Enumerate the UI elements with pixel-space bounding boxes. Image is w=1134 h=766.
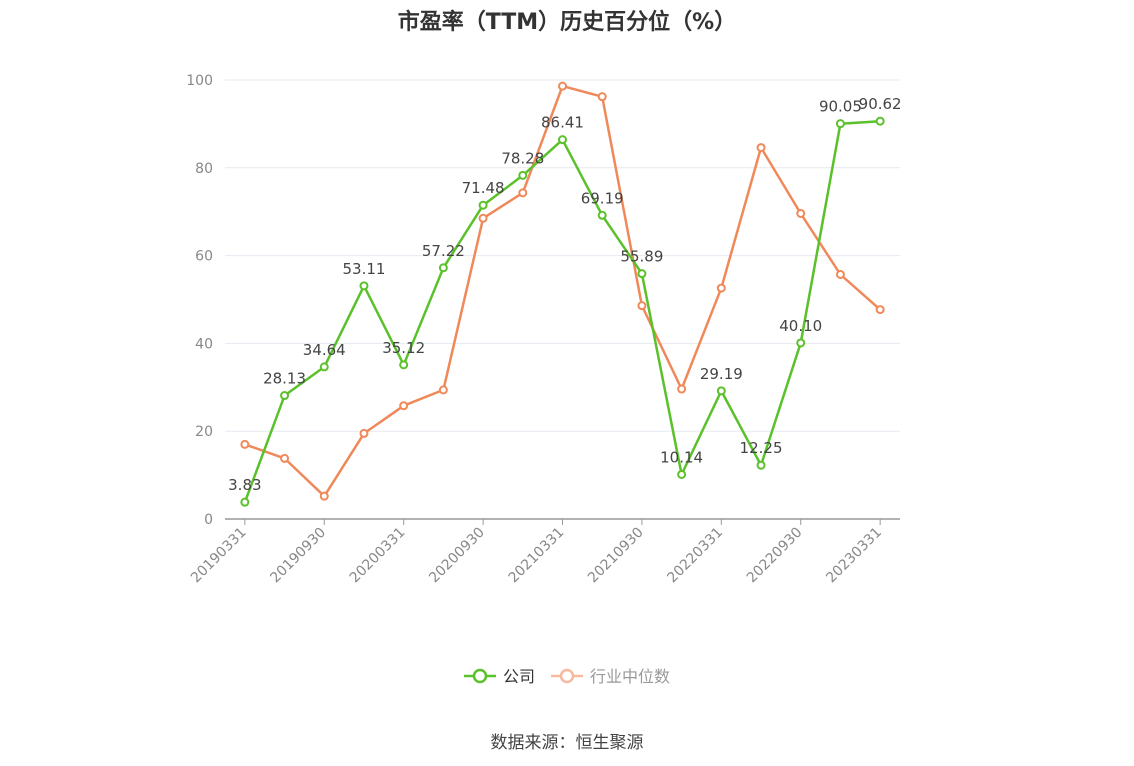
- data-point-company[interactable]: [756, 460, 766, 470]
- data-point-company[interactable]: [280, 391, 290, 401]
- data-point-industry[interactable]: [796, 208, 806, 218]
- data-label: 12.25: [740, 439, 783, 457]
- data-point-company[interactable]: [518, 170, 528, 180]
- data-label: 71.48: [462, 179, 505, 197]
- y-tick-label: 100: [186, 73, 213, 89]
- y-tick-label: 80: [195, 161, 213, 177]
- data-label: 3.83: [228, 476, 261, 494]
- grid-lines: [225, 79, 900, 432]
- data-label: 57.22: [422, 242, 465, 260]
- chart-title: 市盈率（TTM）历史百分位（%）: [397, 10, 737, 35]
- data-point-industry[interactable]: [518, 188, 528, 198]
- data-point-industry[interactable]: [319, 491, 329, 501]
- data-point-industry[interactable]: [756, 143, 766, 153]
- data-point-industry[interactable]: [359, 428, 369, 438]
- data-source: 数据来源：恒生聚源: [490, 733, 644, 753]
- data-point-company[interactable]: [240, 497, 250, 507]
- y-tick-label: 20: [195, 424, 213, 440]
- series-line-industry: [244, 84, 881, 498]
- legend-item-company[interactable]: 公司: [464, 667, 535, 686]
- x-tick-label: 20190930: [267, 525, 329, 587]
- series-line-company: [243, 119, 881, 503]
- data-point-industry[interactable]: [280, 453, 290, 463]
- x-tick-label: 20210331: [506, 525, 568, 587]
- data-point-industry[interactable]: [240, 439, 250, 449]
- y-tick-label: 0: [204, 512, 213, 528]
- data-labels: 3.83 28.13 34.64 53.11 35.12 57.22 71.48 78.28 8…: [228, 95, 901, 494]
- data-point-company[interactable]: [677, 469, 687, 479]
- data-label: 55.89: [620, 248, 663, 266]
- x-tick-label: 20190331: [188, 525, 250, 587]
- data-point-industry[interactable]: [597, 92, 607, 102]
- data-point-industry[interactable]: [558, 81, 567, 91]
- data-label: 86.41: [541, 114, 584, 132]
- data-label: 28.13: [263, 370, 306, 388]
- data-point-company[interactable]: [796, 338, 806, 348]
- data-label: 53.11: [342, 260, 385, 278]
- x-tick-label: 20200331: [347, 525, 409, 587]
- y-tick-label: 40: [195, 336, 213, 352]
- data-point-industry[interactable]: [835, 269, 845, 279]
- data-label: 10.14: [660, 448, 703, 466]
- data-point-industry[interactable]: [677, 384, 687, 394]
- data-label: 69.19: [581, 189, 624, 207]
- legend-item-industry[interactable]: 行业中位数: [551, 667, 670, 686]
- data-point-company[interactable]: [319, 362, 329, 372]
- data-label: 35.12: [382, 339, 425, 357]
- legend[interactable]: 公司 行业中位数: [464, 667, 670, 686]
- data-point-company[interactable]: [875, 116, 885, 126]
- data-point-company[interactable]: [438, 263, 448, 273]
- data-point-company[interactable]: [637, 269, 647, 279]
- data-label: 90.62: [859, 95, 902, 113]
- data-point-industry[interactable]: [716, 283, 726, 293]
- series-lines: [243, 84, 881, 503]
- x-tick-label: 20230331: [823, 525, 885, 587]
- x-tick-label: 20200930: [426, 525, 488, 587]
- y-tick-label: 60: [195, 249, 213, 265]
- legend-company-label: 公司: [503, 667, 535, 686]
- data-label: 90.05: [819, 98, 862, 116]
- legend-industry-marker: [559, 668, 575, 684]
- data-point-company[interactable]: [597, 210, 607, 220]
- data-point-company[interactable]: [835, 119, 845, 129]
- series-points: [240, 81, 885, 507]
- data-point-company[interactable]: [558, 135, 567, 145]
- x-tick-label: 20220331: [664, 525, 726, 587]
- data-point-industry[interactable]: [637, 301, 647, 311]
- data-point-company[interactable]: [359, 281, 369, 291]
- data-point-company[interactable]: [478, 200, 488, 210]
- x-tick-label: 20210930: [585, 525, 647, 587]
- x-tick-label: 20220930: [744, 525, 806, 587]
- data-point-industry[interactable]: [399, 401, 409, 411]
- data-label: 78.28: [501, 149, 544, 167]
- data-label: 29.19: [700, 365, 743, 383]
- data-point-company[interactable]: [399, 360, 409, 370]
- data-point-industry[interactable]: [875, 305, 885, 315]
- data-label: 34.64: [303, 341, 346, 359]
- data-point-company[interactable]: [716, 386, 726, 396]
- legend-industry-label: 行业中位数: [590, 667, 670, 686]
- data-point-industry[interactable]: [438, 385, 448, 395]
- data-label: 40.10: [779, 317, 822, 335]
- legend-company-marker: [472, 668, 488, 684]
- data-point-industry[interactable]: [478, 213, 488, 223]
